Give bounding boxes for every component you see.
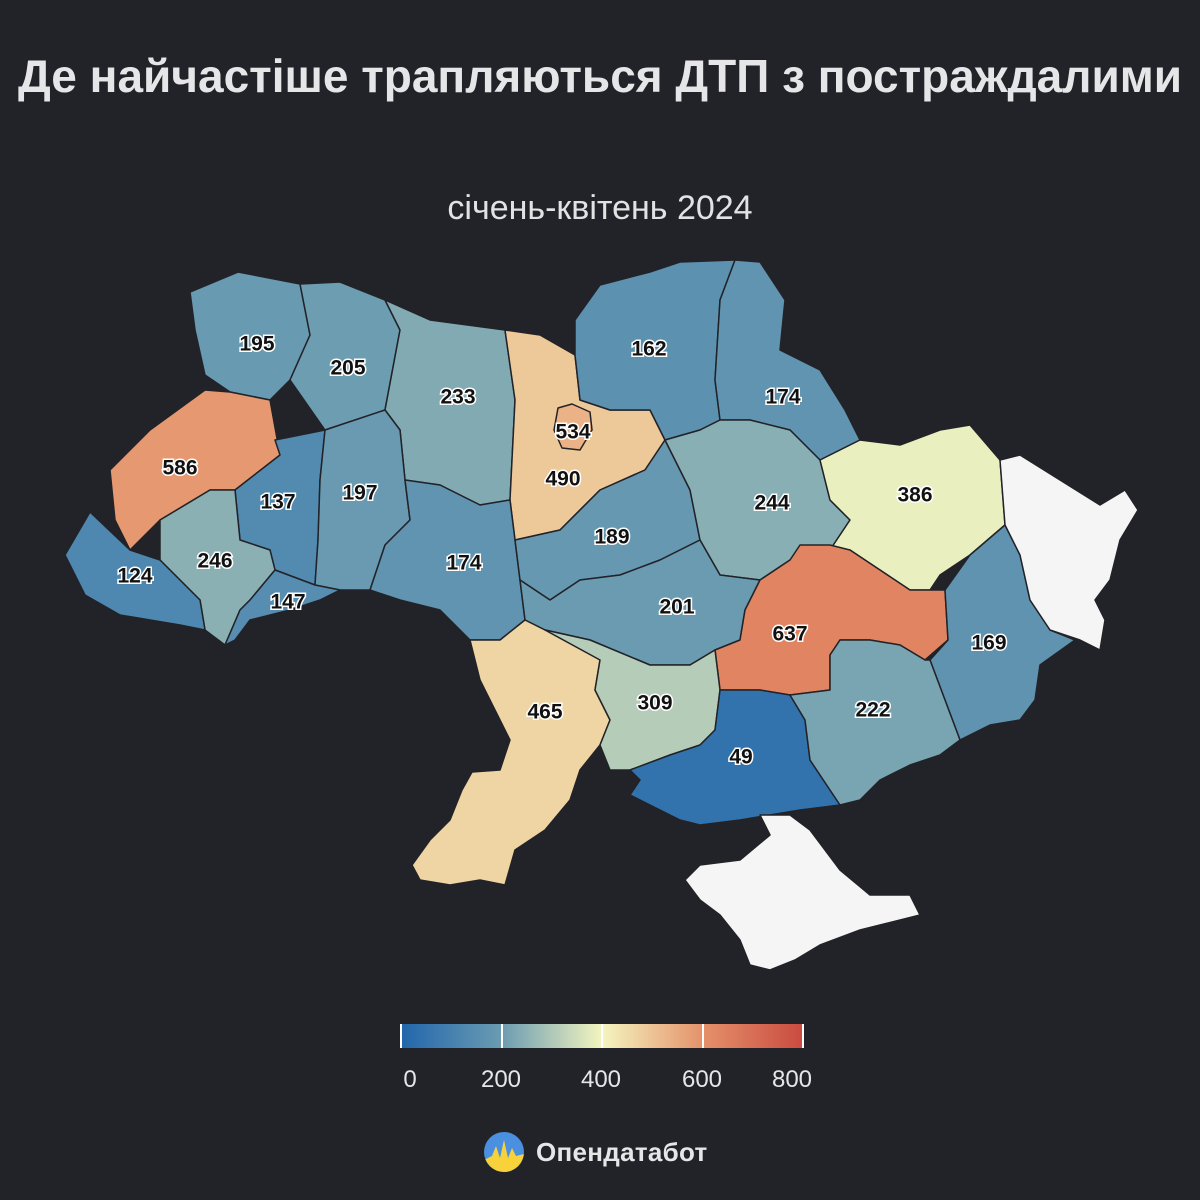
value-label-kirovohrad: 201 (659, 596, 694, 619)
value-label-kharkiv: 386 (897, 484, 932, 507)
value-label-kyiv-oblast: 490 (545, 468, 580, 491)
value-label-zakarpattia: 124 (117, 565, 152, 588)
page-title: Де найчастіше трапляються ДТП з постражд… (17, 50, 1183, 102)
page-subtitle: січень-квітень 2024 (447, 189, 753, 227)
region-chernivtsi[interactable] (224, 569, 341, 646)
legend-tick-label: 0 (403, 1066, 417, 1093)
value-label-chernihiv: 162 (631, 338, 666, 361)
legend-tick-line (601, 1024, 603, 1048)
opendatabot-logo-icon (484, 1132, 524, 1172)
legend-tick-label: 400 (580, 1066, 622, 1093)
value-label-mykolaiv: 309 (637, 692, 672, 715)
region-zakarpattia[interactable] (64, 511, 206, 631)
value-label-vinnytsia: 174 (446, 552, 481, 575)
region-kharkiv[interactable] (819, 424, 1006, 591)
region-odesa[interactable] (411, 619, 611, 886)
value-label-volyn: 195 (239, 333, 274, 356)
value-label-ternopil: 137 (260, 491, 295, 514)
value-label-rivne: 205 (330, 357, 365, 380)
value-label-sumy: 174 (765, 386, 800, 409)
legend-tick-label: 600 (681, 1066, 723, 1093)
legend-tick-label: 800 (771, 1066, 813, 1093)
value-label-odesa: 465 (527, 701, 562, 724)
value-label-lviv: 586 (162, 457, 197, 480)
color-legend: 0 200 400 600 800 (400, 1024, 812, 1094)
value-label-khmelnytskyi: 197 (342, 482, 377, 505)
region-zaporizhzhia[interactable] (789, 639, 961, 806)
legend-tick-line (501, 1024, 503, 1048)
value-label-kyiv-city: 534 (555, 421, 590, 444)
region-crimea[interactable] (684, 814, 921, 971)
brand: Опендатабот (484, 1130, 708, 1174)
brand-name: Опендатабот (536, 1136, 708, 1167)
legend-tick-line (400, 1024, 402, 1048)
value-label-donetsk: 169 (971, 632, 1006, 655)
value-label-poltava: 244 (754, 492, 789, 515)
value-label-dnipropetrovsk: 637 (772, 623, 807, 646)
value-label-ivano-frankivsk: 246 (197, 550, 232, 573)
value-label-cherkasy: 189 (594, 526, 629, 549)
legend-tick-line (702, 1024, 704, 1048)
region-volyn[interactable] (189, 271, 311, 401)
value-label-zaporizhzhia: 222 (855, 699, 890, 722)
value-label-zhytomyr: 233 (440, 386, 475, 409)
region-luhansk[interactable] (999, 454, 1139, 651)
value-label-kherson: 49 (729, 746, 752, 769)
legend-tick-label: 200 (480, 1066, 522, 1093)
region-kyiv-city[interactable] (553, 403, 593, 451)
legend-tick-line (802, 1024, 804, 1048)
value-label-chernivtsi: 147 (270, 591, 305, 614)
